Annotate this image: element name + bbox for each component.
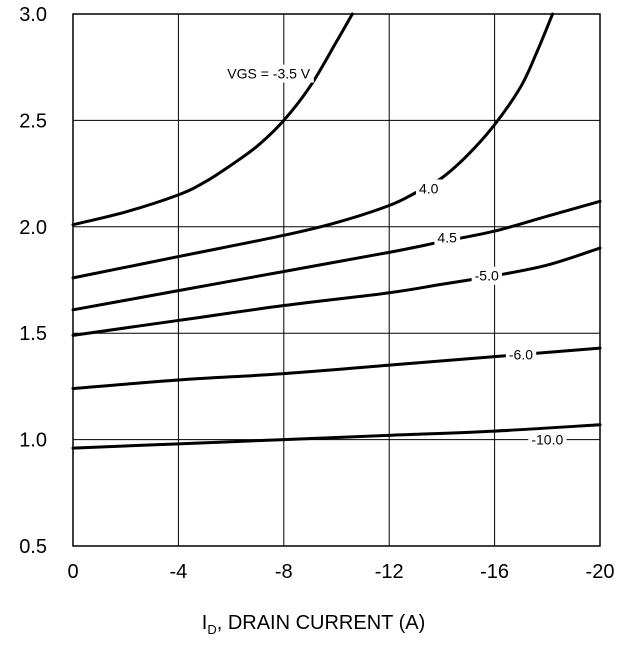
x-tick-label: -4 [170,561,188,583]
y-axis-ticks: 0.5 1.0 1.5 2.0 2.5 3.0 [19,4,47,558]
curve-label-0: VGS = -3.5 V [227,66,311,82]
curve-label-3: -5.0 [475,268,499,284]
x-axis-label-text: , DRAIN CURRENT (A) [216,612,426,634]
x-tick-label: -20 [586,561,615,583]
curve-label-bg-1 [415,179,442,198]
plot-frame [72,13,601,547]
x-axis-label-symbol: I [201,612,208,634]
curve-label-bg-2 [434,228,461,247]
curve-labels: VGS = -3.5 V 4.0 4.5 -5.0 -6.0 -10.0 [224,64,567,449]
y-tick-label: 1.0 [19,430,47,452]
y-tick-label: 2.5 [19,110,47,132]
x-axis-ticks: 0 -4 -8 -12 -16 -20 [67,561,614,583]
curve-series-5 [71,423,602,450]
y-tick-label: 3.0 [19,4,47,26]
x-tick-label: -8 [275,561,293,583]
curve-series-0 [71,12,354,227]
curve-series-2 [71,199,602,312]
curve-label-bg-3 [471,266,502,285]
curve-label-4: -6.0 [509,346,533,362]
x-axis-label: ID, DRAIN CURRENT (A) [0,612,627,637]
plot-area [73,14,600,546]
x-axis-label-subscript: D [207,622,217,637]
curve-series-3 [71,246,602,337]
y-tick-label: 1.5 [19,323,47,345]
x-tick-label: 0 [67,561,78,583]
curve-label-bg-4 [505,345,537,364]
x-tick-label: -12 [375,561,404,583]
y-tick-label: 0.5 [19,536,47,558]
x-tick-label: -16 [480,561,509,583]
y-tick-label: 2.0 [19,217,47,239]
curve-label-bg-0 [224,64,314,83]
curve-label-1: 4.0 [419,180,439,196]
curve-label-2: 4.5 [437,229,457,245]
curve-label-bg-5 [528,430,567,449]
curve-label-5: -10.0 [531,432,563,448]
